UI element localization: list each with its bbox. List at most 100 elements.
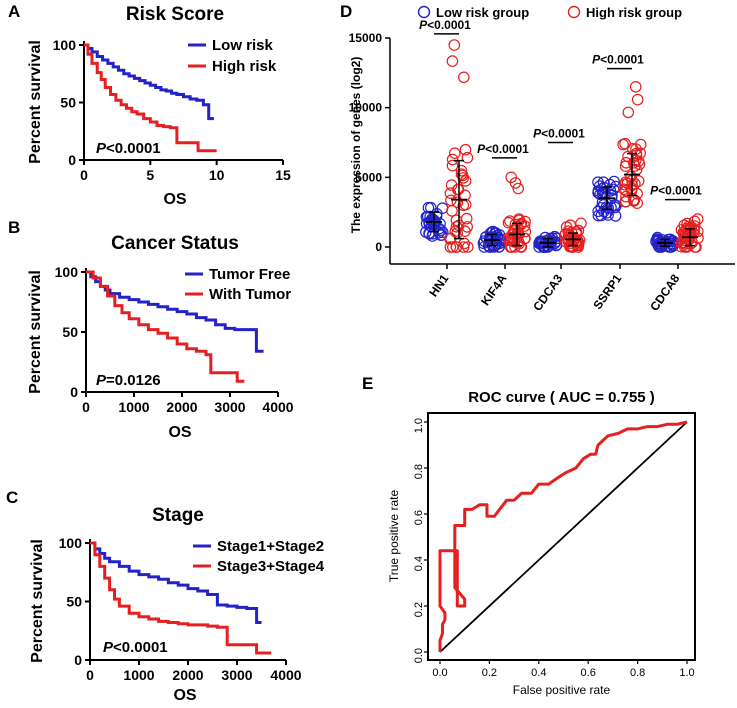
dot-high	[450, 241, 463, 253]
x-tick-label: SSRP1	[590, 271, 624, 312]
x-axis-label: OS	[173, 687, 196, 704]
p-value-annotation: P<0.0001	[477, 142, 529, 156]
dot-high	[617, 138, 629, 151]
p-value-annotation: P<0.0001	[103, 639, 168, 656]
y-tick-label: 10000	[349, 101, 383, 115]
dot-high	[446, 153, 459, 166]
p-value-annotation: P<0.0001	[96, 140, 161, 157]
dot-high	[559, 235, 572, 248]
dot-high	[507, 227, 519, 239]
p-symbol: P	[96, 140, 107, 157]
legend-label: With Tumor	[209, 286, 291, 303]
y-tick-label: 0	[68, 152, 76, 168]
x-tick-label: 0.0	[432, 667, 447, 679]
y-axis-label: Percent survival	[27, 40, 44, 164]
roc-curve	[438, 420, 688, 652]
y-tick-label: 0	[375, 240, 382, 254]
y-tick-label: 100	[55, 264, 79, 280]
legend-label-low: Low risk group	[436, 5, 529, 20]
dot-high	[509, 241, 521, 253]
dot-high	[504, 215, 516, 227]
p-value: <0.0001	[113, 639, 168, 656]
dot-high	[677, 228, 690, 240]
x-tick-label: 0.4	[531, 667, 546, 679]
x-tick-label: 4000	[262, 399, 293, 415]
series-line-red	[90, 541, 272, 655]
y-axis-label: Percent survival	[29, 539, 46, 663]
x-tick-label: 5	[146, 167, 154, 183]
dot-high	[450, 221, 463, 233]
chart-title: Stage	[152, 505, 204, 526]
y-tick-label: 50	[60, 95, 76, 111]
dot-low	[545, 234, 558, 247]
x-tick-label: 4000	[270, 667, 301, 683]
x-tick-label: CDCA3	[530, 271, 565, 313]
dot-high	[455, 168, 468, 180]
y-tick-label: 1.0	[413, 418, 425, 433]
dot-low	[426, 230, 439, 242]
legend-label-high: High risk group	[586, 5, 682, 20]
series-line-blue	[84, 43, 215, 121]
legend-label: Low risk	[212, 37, 274, 54]
dot-high	[518, 220, 531, 232]
y-tick-label: 0	[70, 384, 78, 400]
dot-high	[633, 158, 646, 171]
dot-high	[457, 71, 470, 84]
x-tick-label: 0	[86, 667, 94, 683]
p-value-annotation: P=0.0126	[96, 372, 161, 389]
y-tick-label: 0.0	[413, 648, 425, 663]
x-axis-label: False positive rate	[513, 683, 611, 697]
x-tick-label: 0.6	[581, 667, 596, 679]
x-tick-label: 1.0	[679, 667, 694, 679]
x-tick-label: 0	[82, 399, 90, 415]
legend-marker-low	[417, 5, 431, 19]
p-value-annotation: P<0.0001	[650, 184, 702, 198]
plot-frame	[427, 412, 696, 661]
dot-high	[512, 182, 524, 195]
title-suffix: )	[646, 389, 655, 406]
x-tick-label: 3000	[214, 399, 245, 415]
x-tick-label: 0.8	[630, 667, 645, 679]
dot-low	[434, 218, 446, 230]
dot-high	[631, 197, 643, 209]
dot-high	[509, 225, 521, 237]
x-tick-label: 3000	[221, 667, 252, 683]
dot-low	[435, 224, 447, 236]
p-value: <0.0001	[485, 142, 529, 156]
dot-high	[632, 175, 645, 187]
dot-high	[618, 183, 630, 196]
chart-d: 0 5000 10000 15000 The expression of genes (…	[349, 5, 735, 314]
x-tick-label: KIF4A	[478, 271, 510, 308]
x-axis-label: OS	[168, 424, 191, 441]
legend-label: Stage3+Stage4	[217, 558, 325, 575]
dot-high	[622, 106, 635, 119]
dot-high	[459, 143, 472, 156]
series-line-blue	[90, 541, 262, 625]
title-prefix: ROC curve ( AUC =	[468, 389, 608, 406]
dot-high	[461, 241, 474, 253]
dot-low	[592, 176, 604, 188]
dot-high	[455, 164, 468, 177]
y-tick-label: 50	[66, 594, 82, 610]
dot-high	[448, 39, 461, 51]
p-value: <0.0001	[541, 127, 585, 141]
x-tick-label: HN1	[426, 271, 451, 299]
dot-low	[608, 175, 620, 188]
dot-high	[518, 232, 531, 245]
y-tick-label: 0.4	[413, 556, 425, 571]
p-value-annotation: P<0.0001	[419, 18, 471, 32]
dot-high	[457, 241, 470, 253]
dot-high	[622, 150, 634, 163]
p-symbol: P	[650, 184, 659, 198]
p-value: =0.0126	[106, 372, 161, 389]
dot-high	[504, 241, 517, 253]
dot-high	[446, 55, 459, 67]
x-tick-label: 1000	[118, 399, 149, 415]
dot-high	[509, 177, 522, 189]
dot-high	[444, 241, 457, 253]
y-axis-label: True positive rate	[387, 490, 401, 583]
dot-high	[629, 81, 642, 93]
x-tick-label: 0	[80, 167, 88, 183]
p-symbol: P	[419, 18, 428, 32]
